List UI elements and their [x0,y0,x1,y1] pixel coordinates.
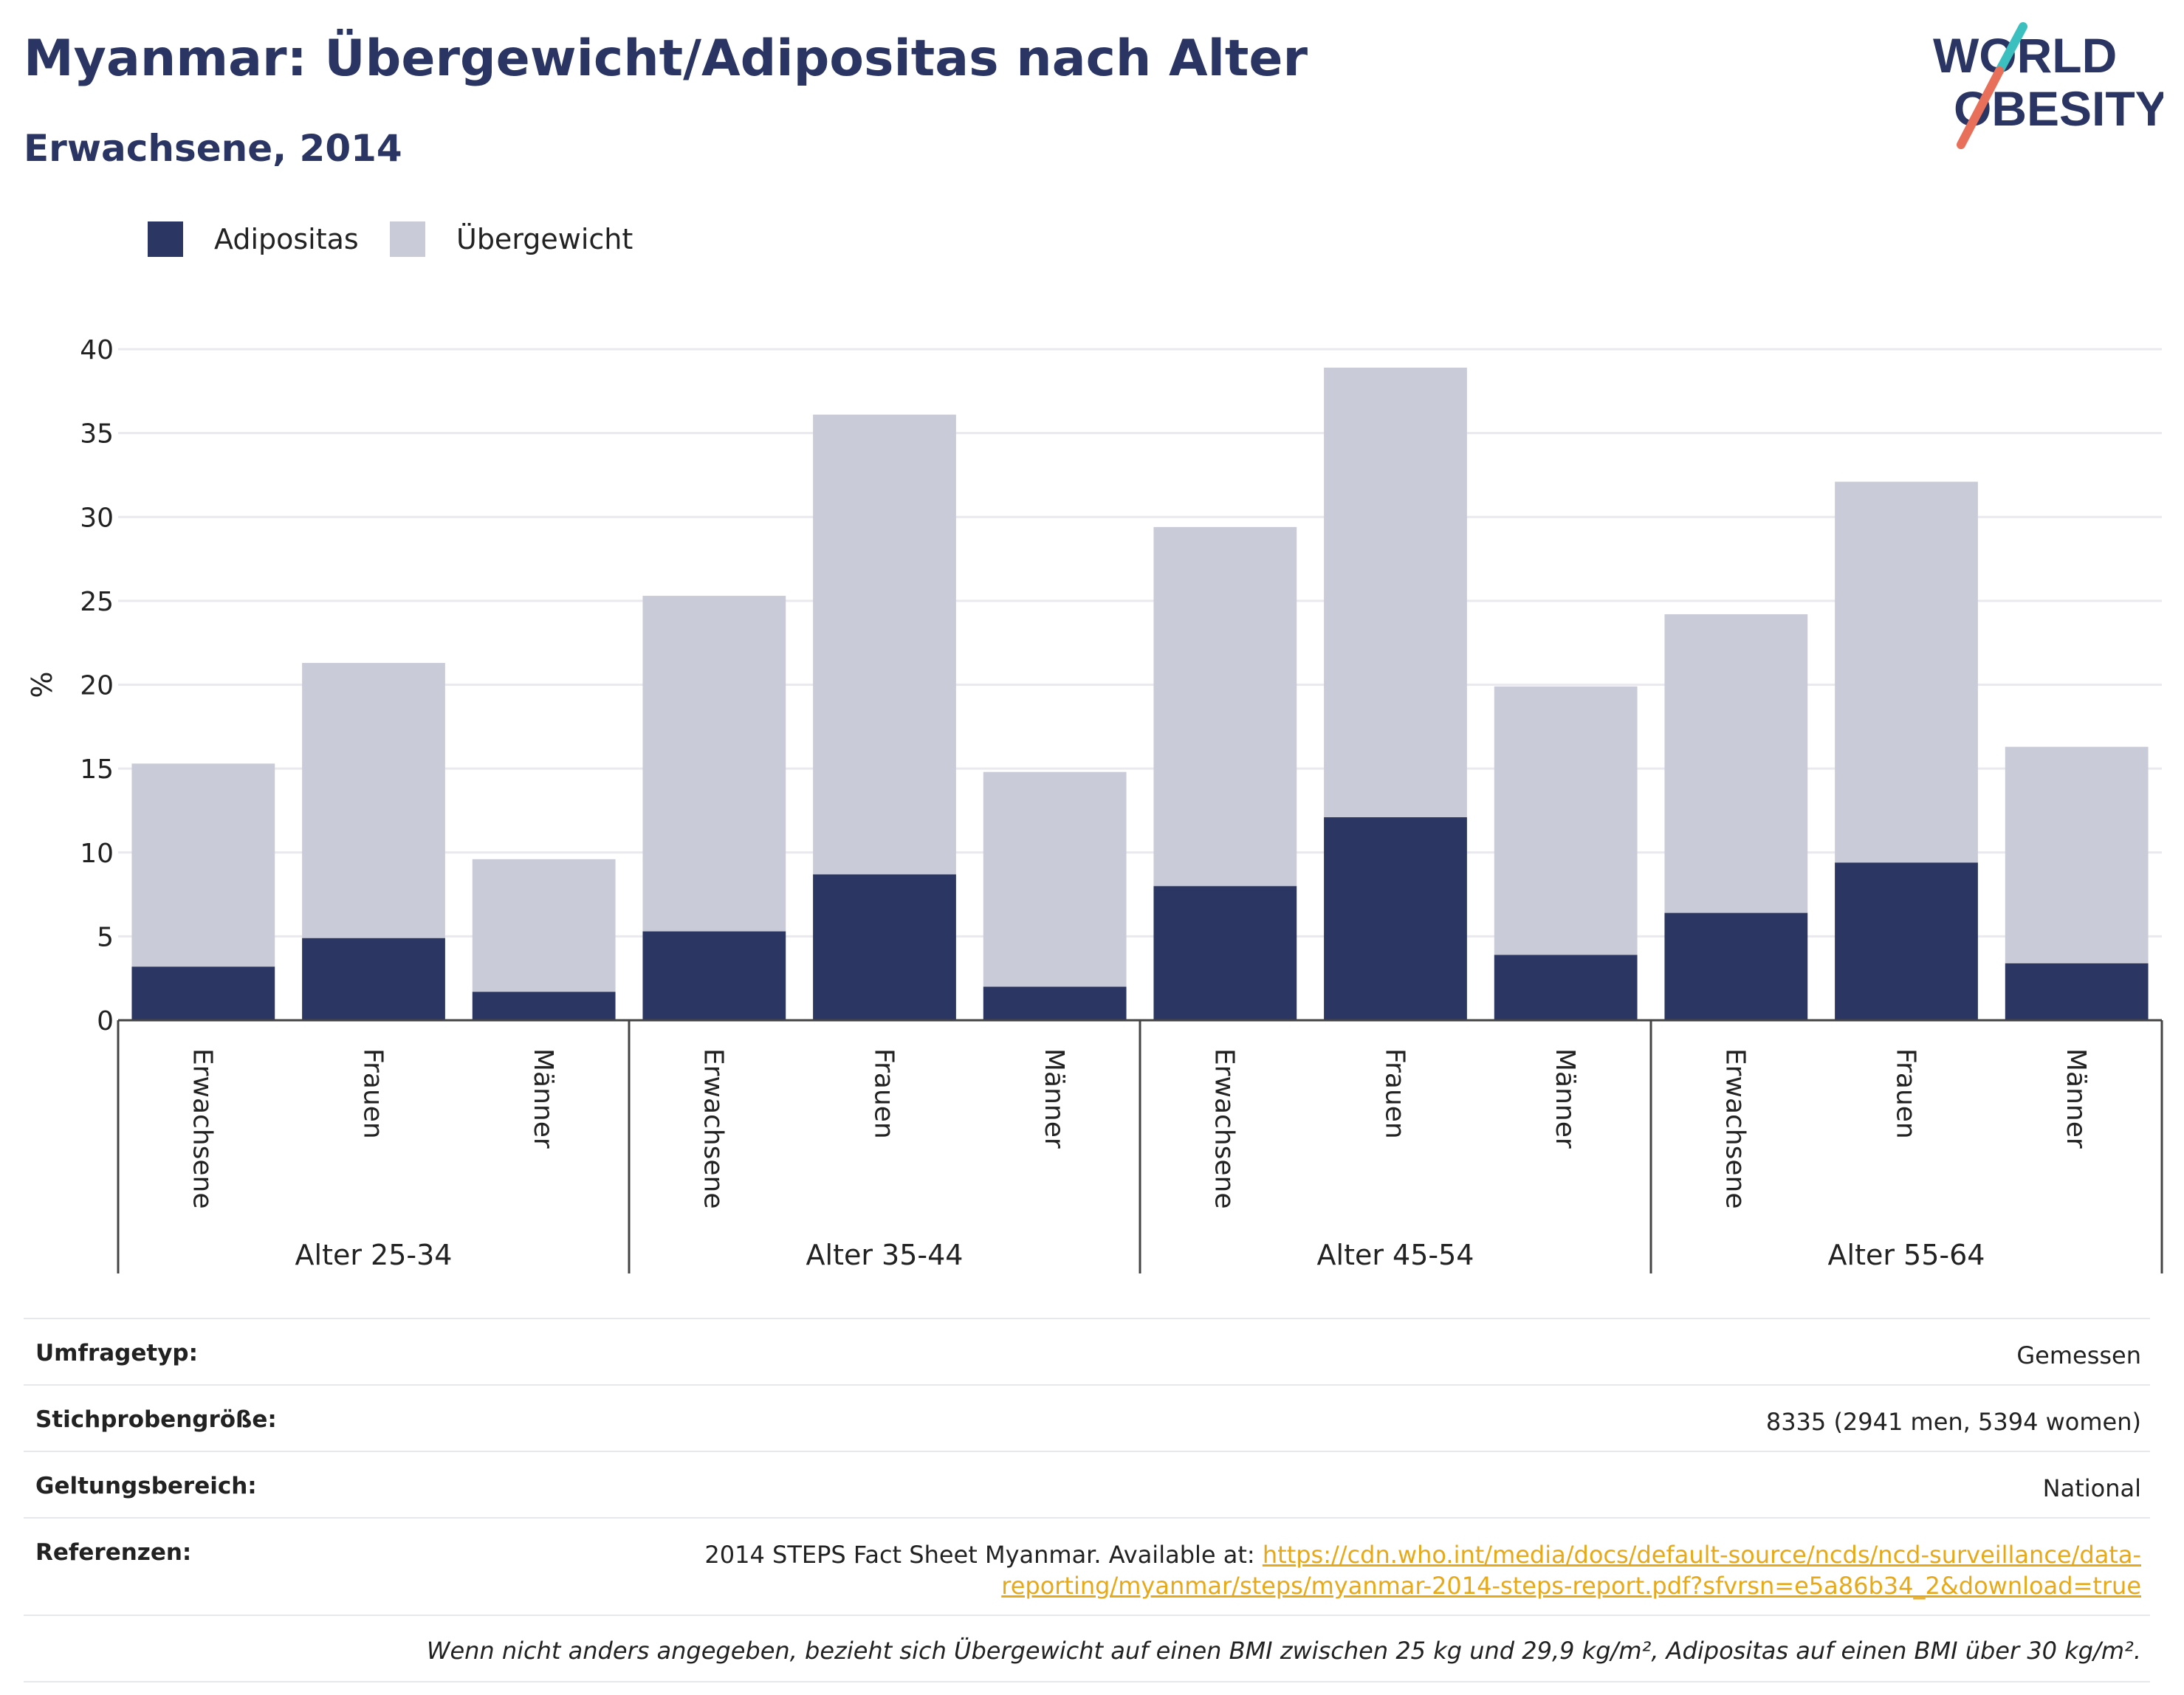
x-category-label: Frauen [868,1048,899,1139]
scope-label: Geltungsbereich: [35,1473,257,1499]
logo-line1: WORLD [1933,28,2117,83]
bar-segment-uebergewicht [1324,367,1467,818]
bar-segment-uebergewicht [983,771,1127,987]
sample-size-label: Stichprobengröße: [35,1406,277,1433]
bar-segment-uebergewicht [2005,746,2149,963]
bar-segment-uebergewicht [1664,614,1808,913]
x-category-label: Frauen [357,1048,388,1139]
y-tick-label: 5 [97,922,114,952]
y-tick-label: 20 [80,671,114,701]
references-label: Referenzen: [35,1539,192,1566]
bar-segment-adipositas [983,986,1127,1020]
legend-swatch-adipositas [148,221,183,257]
bar-chart: 0 5 10 15 20 25 30 35 40% Erwachsene Frauen Männer A… [26,335,2163,1273]
x-category-label: Männer [1039,1048,1069,1149]
survey-type-value: Gemessen [2016,1341,2141,1369]
bar-segment-uebergewicht [302,662,445,938]
bar-segment-uebergewicht [1835,481,1978,863]
x-group-label: Alter 55-64 [1828,1239,1985,1271]
bar-segment-adipositas [813,874,956,1020]
x-group-label: Alter 35-44 [806,1239,964,1271]
bar-segment-uebergewicht [131,763,275,967]
bar-segment-adipositas [1324,817,1467,1020]
sample-size-value: 8335 (2941 men, 5394 women) [1765,1408,2141,1436]
x-category-label: Frauen [1890,1048,1920,1139]
info-row-survey-type: Umfragetyp: Gemessen [24,1318,2150,1384]
legend-label-uebergewicht: Übergewicht [456,223,633,255]
x-category-label: Erwachsene [1209,1048,1240,1209]
x-category-label: Erwachsene [1720,1048,1751,1209]
world-obesity-logo: WORLD OBESITY [1933,22,2163,149]
y-tick-label: 40 [80,335,114,365]
bar-segment-adipositas [472,991,616,1020]
scope-value: National [2042,1474,2141,1502]
chart-title: Myanmar: Übergewicht/Adipositas nach Alt… [24,30,1308,88]
info-row-references: Referenzen: 2014 STEPS Fact Sheet Myanma… [24,1517,2150,1615]
x-category-label: Erwachsene [698,1048,729,1209]
bar-segment-adipositas [1835,862,1978,1020]
logo-slash-top [1995,22,2027,75]
x-category-label: Erwachsene [188,1048,218,1209]
references-value: 2014 STEPS Fact Sheet Myanmar. Available… [704,1539,2141,1601]
bar-segment-uebergewicht [1153,526,1297,887]
legend-item-uebergewicht: Übergewicht [390,219,633,260]
bar-segment-adipositas [2005,963,2149,1020]
y-tick-label: 25 [80,587,114,617]
info-row-sample-size: Stichprobengröße: 8335 (2941 men, 5394 w… [24,1384,2150,1451]
y-tick-label: 30 [80,503,114,533]
bar-segment-adipositas [642,931,786,1020]
reference-link-part2[interactable]: reporting/myanmar/steps/myanmar-2014-ste… [1001,1572,2141,1600]
x-category-label: Männer [2061,1048,2091,1149]
y-tick-label: 10 [80,839,114,869]
bar-segment-adipositas [131,966,275,1020]
logo-slash-bottom [1957,66,2004,149]
bar-segment-adipositas [1494,955,1638,1020]
y-tick-label: 0 [97,1006,114,1036]
bar-segment-uebergewicht [1494,686,1638,955]
survey-info-table: Umfragetyp: Gemessen Stichprobengröße: 8… [24,1318,2150,1682]
bmi-footnote: Wenn nicht anders angegeben, bezieht sic… [24,1615,2150,1682]
bar-segment-uebergewicht [813,414,956,875]
x-group-label: Alter 45-54 [1317,1239,1474,1271]
y-tick-label: 35 [80,419,114,450]
references-text: 2014 STEPS Fact Sheet Myanmar. Available… [704,1541,1263,1569]
chart-subtitle: Erwachsene, 2014 [24,127,402,170]
legend-swatch-uebergewicht [390,221,425,257]
x-category-label: Männer [528,1048,558,1149]
info-row-scope: Geltungsbereich: National [24,1451,2150,1517]
bar-segment-adipositas [302,938,445,1020]
y-axis-title: % [26,671,58,698]
x-category-label: Männer [1550,1048,1580,1149]
x-group-label: Alter 25-34 [295,1239,453,1271]
bar-segment-uebergewicht [642,596,786,932]
x-category-label: Frauen [1379,1048,1409,1139]
survey-type-label: Umfragetyp: [35,1340,198,1366]
bar-segment-adipositas [1153,886,1297,1020]
legend-item-adipositas: Adipositas [148,219,359,260]
y-tick-label: 15 [80,754,114,785]
bar-segment-adipositas [1664,912,1808,1020]
reference-link-part1[interactable]: https://cdn.who.int/media/docs/default-s… [1262,1541,2141,1569]
legend-label-adipositas: Adipositas [214,223,359,255]
bar-segment-uebergewicht [472,859,616,992]
